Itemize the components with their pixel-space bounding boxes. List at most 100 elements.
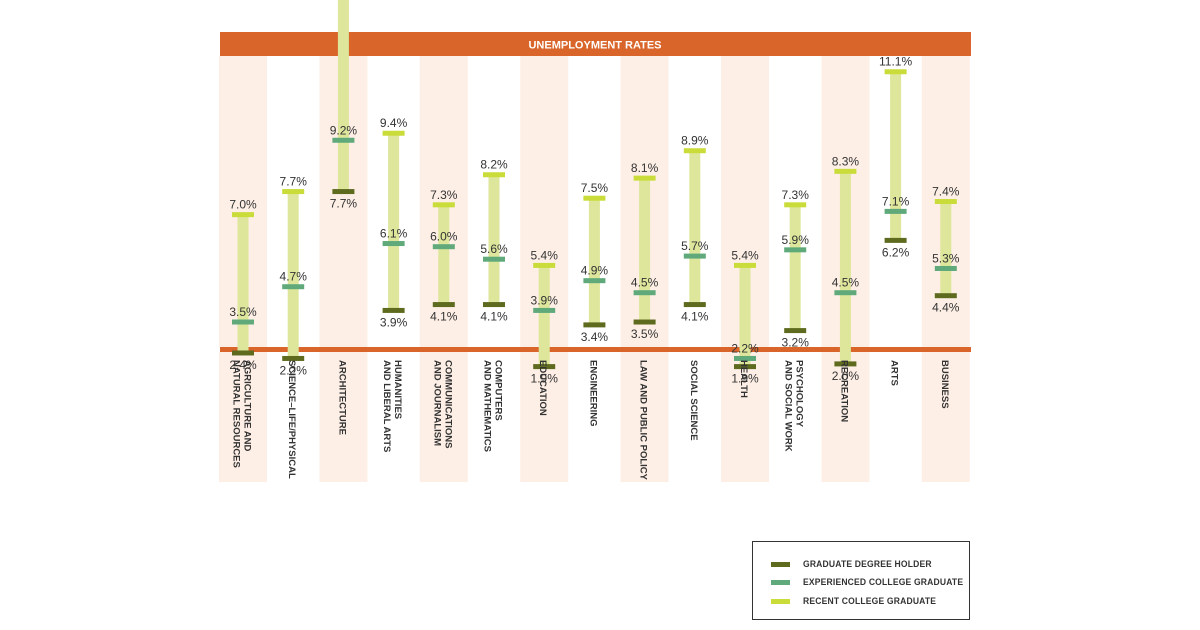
tick-experienced-engineering: [583, 278, 606, 284]
range-bar-science-life-physical: [287, 191, 299, 359]
range-bar-arts: [890, 71, 902, 241]
label-bg-communications-and-journalism: [419, 352, 468, 482]
chart-marks: 7.0%2.4%3.5%7.7%2.2%4.7%13.9%7.7%9.2%9.4…: [229, 0, 960, 386]
legend-swatch-experienced: [771, 579, 790, 585]
tick-recent-education: [533, 262, 556, 268]
value-label-graduate-education: 1.9%: [531, 372, 559, 386]
tick-recent-engineering: [583, 195, 606, 201]
label-bg-education: [520, 352, 569, 482]
value-label-recent-education: 5.4%: [531, 248, 559, 262]
value-label-experienced-education: 3.9%: [531, 293, 559, 307]
category-label-social-science: SOCIAL SCIENCE: [688, 360, 699, 441]
category-label-science-life-physical: SCIENCE–LIFE/PHYSICAL: [286, 360, 297, 479]
value-label-graduate-communications-and-journalism: 4.1%: [430, 310, 458, 324]
tick-graduate-business: [934, 293, 957, 299]
tick-graduate-engineering: [583, 322, 606, 328]
range-bar-recreation: [839, 171, 851, 364]
value-label-recent-humanities-and-liberal-arts: 9.4%: [380, 116, 408, 130]
category-label-engineering: ENGINEERING: [587, 360, 598, 427]
range-bar-social-science: [689, 150, 701, 305]
legend: GRADUATE DEGREE HOLDER EXPERIENCED COLLE…: [752, 541, 970, 620]
value-label-graduate-computers-and-mathematics: 4.1%: [480, 310, 508, 324]
legend-item-recent: RECENT COLLEGE GRADUATE: [771, 593, 951, 609]
value-label-graduate-health: 1.9%: [731, 372, 759, 386]
value-label-graduate-arts: 6.2%: [882, 245, 910, 259]
tick-graduate-architecture: [332, 189, 355, 195]
tick-recent-communications-and-journalism: [432, 202, 455, 208]
category-label-line: SCIENCE–LIFE/PHYSICAL: [286, 360, 297, 479]
tick-graduate-social-science: [683, 302, 706, 308]
value-label-experienced-law-and-public-policy: 4.5%: [631, 276, 659, 290]
tick-experienced-business: [934, 265, 957, 271]
tick-graduate-arts: [884, 237, 907, 243]
range-bar-psychology-and-social-work: [789, 204, 801, 331]
tick-graduate-agriculture-and-natural-resources: [232, 350, 254, 356]
value-label-recent-engineering: 7.5%: [581, 181, 609, 195]
category-label-line: NATURAL RESOURCES: [231, 360, 242, 468]
tick-recent-humanities-and-liberal-arts: [382, 130, 405, 136]
value-label-graduate-architecture: 7.7%: [330, 197, 358, 211]
tick-graduate-computers-and-mathematics: [483, 302, 505, 308]
legend-label-recent: RECENT COLLEGE GRADUATE: [803, 595, 937, 607]
value-label-recent-recreation: 8.3%: [832, 154, 860, 168]
tick-recent-law-and-public-policy: [633, 175, 656, 181]
tick-experienced-science-life-physical: [282, 284, 305, 290]
category-label-line: AGRICULTURE AND: [242, 360, 253, 451]
tick-graduate-law-and-public-policy: [633, 319, 656, 325]
category-label-line: EDUCATION: [537, 360, 548, 416]
chart-title: UNEMPLOYMENT RATES: [528, 40, 661, 52]
range-bar-communications-and-journalism: [438, 204, 450, 305]
tick-graduate-health: [734, 364, 756, 370]
tick-recent-social-science: [683, 148, 706, 154]
tick-experienced-education: [533, 307, 556, 313]
tick-graduate-psychology-and-social-work: [784, 328, 807, 334]
tick-experienced-law-and-public-policy: [633, 290, 656, 296]
category-label-line: HEALTH: [738, 360, 749, 398]
range-bar-architecture: [337, 0, 349, 192]
tick-recent-science-life-physical: [282, 189, 305, 195]
legend-swatch-graduate: [771, 561, 790, 567]
tick-experienced-recreation: [834, 290, 857, 296]
value-label-graduate-psychology-and-social-work: 3.2%: [782, 336, 810, 350]
category-label-architecture: ARCHITECTURE: [336, 360, 347, 435]
tick-recent-business: [934, 199, 957, 205]
category-label-line: AND LIBERAL ARTS: [381, 360, 392, 452]
category-label-line: RECREATION: [838, 360, 849, 422]
value-label-recent-communications-and-journalism: 7.3%: [430, 188, 458, 202]
tick-graduate-science-life-physical: [282, 355, 305, 361]
value-label-experienced-science-life-physical: 4.7%: [280, 270, 308, 284]
tick-experienced-psychology-and-social-work: [784, 247, 807, 253]
value-label-experienced-computers-and-mathematics: 5.6%: [480, 242, 508, 256]
range-bar-business: [940, 201, 952, 296]
value-label-recent-agriculture-and-natural-resources: 7.0%: [229, 198, 257, 212]
category-label-line: BUSINESS: [939, 360, 950, 409]
value-label-experienced-communications-and-journalism: 6.0%: [430, 230, 458, 244]
tick-recent-recreation: [834, 168, 857, 174]
value-label-graduate-business: 4.4%: [932, 301, 960, 315]
range-bar-computers-and-mathematics: [488, 174, 500, 305]
value-label-graduate-science-life-physical: 2.2%: [280, 363, 308, 377]
category-label-line: LAW AND PUBLIC POLICY: [638, 360, 649, 481]
category-label-line: COMMUNICATIONS: [442, 360, 453, 448]
tick-recent-computers-and-mathematics: [483, 172, 505, 178]
value-label-recent-psychology-and-social-work: 7.3%: [782, 188, 810, 202]
value-label-experienced-recreation: 4.5%: [832, 276, 860, 290]
tick-experienced-computers-and-mathematics: [483, 256, 505, 262]
category-label-line: ARTS: [889, 360, 900, 386]
tick-graduate-recreation: [834, 361, 857, 367]
tick-experienced-architecture: [332, 137, 355, 143]
value-label-experienced-engineering: 4.9%: [581, 264, 609, 278]
category-label-line: SOCIAL SCIENCE: [688, 360, 699, 441]
category-label-line: ARCHITECTURE: [336, 360, 347, 435]
value-label-graduate-agriculture-and-natural-resources: 2.4%: [229, 358, 257, 372]
category-label-line: COMPUTERS: [493, 360, 504, 421]
value-label-experienced-architecture: 9.2%: [330, 123, 358, 137]
legend-swatch-recent: [771, 598, 790, 604]
category-label-line: HUMANITIES: [392, 360, 403, 419]
tick-graduate-communications-and-journalism: [432, 302, 455, 308]
value-label-recent-law-and-public-policy: 8.1%: [631, 161, 659, 175]
value-label-graduate-social-science: 4.1%: [681, 310, 709, 324]
